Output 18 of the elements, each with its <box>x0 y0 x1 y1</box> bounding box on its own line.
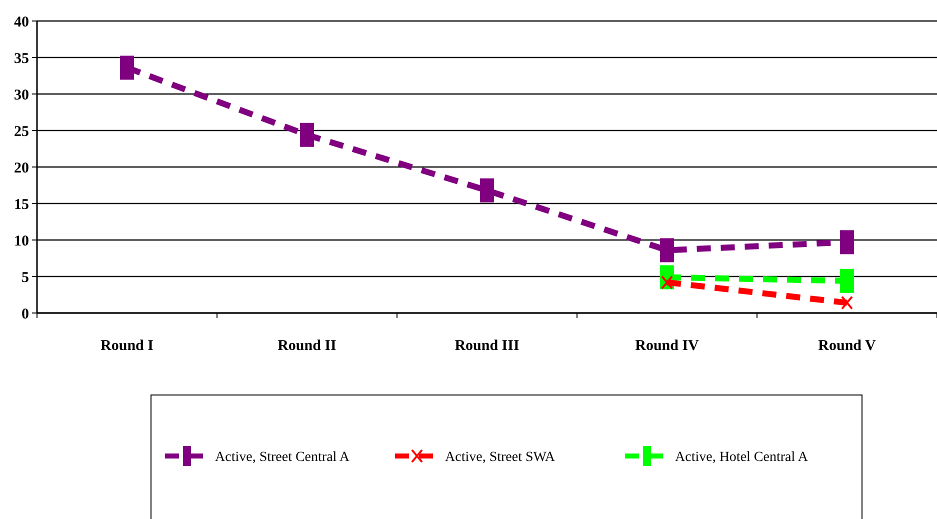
y-tick-label: 30 <box>14 87 29 104</box>
y-tick-label: 20 <box>14 160 29 176</box>
y-tick-label: 5 <box>22 270 29 286</box>
x-tick-label: Round I <box>100 338 154 354</box>
point <box>841 296 853 310</box>
x-tick-label: Round II <box>278 338 337 354</box>
y-tick-label: 25 <box>14 124 29 140</box>
y-tick-label: 0 <box>22 306 29 322</box>
x-tick-label: Round V <box>818 338 876 354</box>
legend-label: Active, Street Central A <box>215 450 350 465</box>
x-tick-label: Round III <box>454 338 520 354</box>
x-tick-label: Round IV <box>635 338 700 354</box>
legend-label: Active, Hotel Central A <box>675 450 809 465</box>
y-tick-label: 35 <box>14 50 29 67</box>
legend-label: Active, Street SWA <box>445 450 556 465</box>
y-tick-label: 10 <box>14 233 29 250</box>
y-tick-label: 15 <box>14 196 29 213</box>
y-tick-label: 40 <box>14 14 29 30</box>
